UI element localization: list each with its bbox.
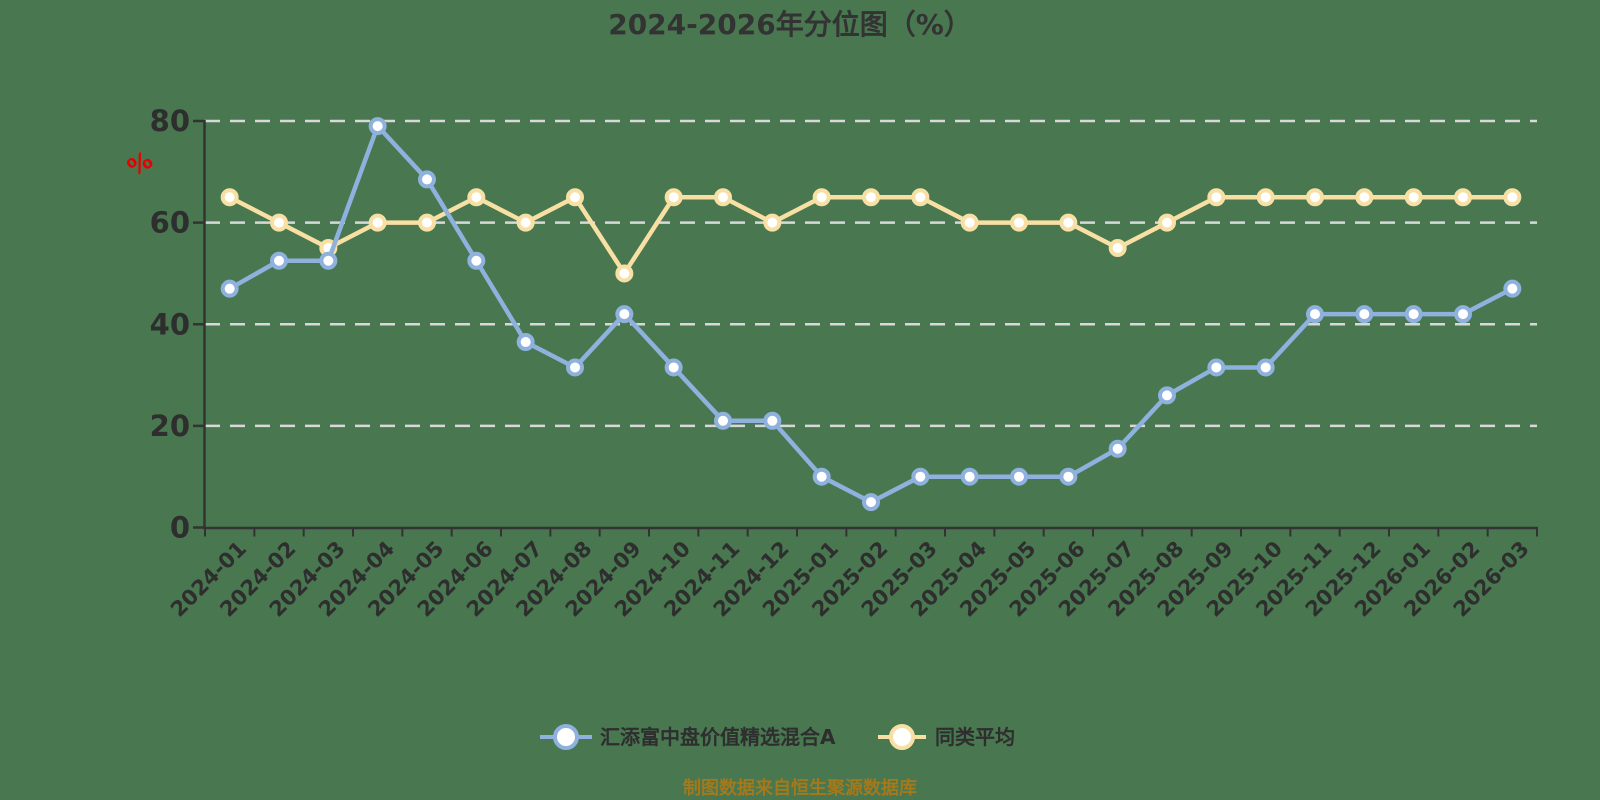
data-point-average[interactable] [1306, 188, 1324, 207]
data-point-fund[interactable] [862, 493, 880, 512]
data-point-fund[interactable] [319, 251, 338, 270]
data-point-average[interactable] [763, 213, 782, 232]
legend-label-fund: 汇添富中盘价值精选混合A [600, 725, 836, 749]
data-point-average[interactable] [1503, 188, 1522, 207]
legend-item-average[interactable]: 同类平均 [878, 724, 1015, 750]
data-point-average[interactable] [812, 188, 831, 207]
data-point-average[interactable] [1404, 188, 1423, 207]
legend-item-fund[interactable]: 汇添富中盘价值精选混合A [540, 724, 836, 750]
data-point-average[interactable] [1454, 188, 1472, 207]
data-point-fund[interactable] [270, 251, 288, 270]
series-layer [220, 117, 1522, 512]
data-point-fund[interactable] [467, 251, 486, 270]
y-axis-label: 20 [150, 409, 190, 443]
axes [193, 119, 1538, 537]
data-point-fund[interactable] [1108, 439, 1127, 458]
gridlines [205, 119, 1537, 428]
data-point-average[interactable] [270, 213, 288, 232]
data-point-average[interactable] [1256, 188, 1275, 207]
data-point-fund[interactable] [1404, 305, 1423, 324]
chart-title: 2024-2026年分位图（%） [608, 8, 972, 41]
data-point-fund[interactable] [1010, 467, 1028, 486]
y-axis-label: 80 [150, 104, 190, 138]
chart-legend: 汇添富中盘价值精选混合A 同类平均 [540, 724, 1015, 750]
data-point-average[interactable] [1010, 213, 1028, 232]
data-point-average[interactable] [1355, 188, 1374, 207]
data-point-fund[interactable] [418, 170, 436, 189]
data-point-fund[interactable] [1158, 386, 1176, 405]
legend-marker-circle [889, 724, 915, 750]
data-point-fund[interactable] [812, 467, 831, 486]
data-point-fund[interactable] [1059, 467, 1078, 486]
legend-marker-circle [553, 724, 579, 750]
data-point-fund[interactable] [911, 467, 930, 486]
data-point-fund[interactable] [664, 358, 683, 377]
data-point-fund[interactable] [615, 305, 634, 324]
data-point-average[interactable] [467, 188, 486, 207]
data-point-average[interactable] [664, 188, 683, 207]
data-point-average[interactable] [714, 188, 732, 207]
data-point-average[interactable] [368, 213, 387, 232]
data-point-fund[interactable] [566, 358, 584, 377]
data-point-average[interactable] [960, 213, 979, 232]
data-point-average[interactable] [516, 213, 535, 232]
data-point-average[interactable] [220, 188, 239, 207]
y-axis-label: 60 [150, 206, 190, 240]
data-point-fund[interactable] [1503, 279, 1522, 298]
data-point-fund[interactable] [516, 333, 535, 352]
data-point-average[interactable] [911, 188, 930, 207]
data-point-average[interactable] [418, 213, 436, 232]
data-point-fund[interactable] [960, 467, 979, 486]
data-point-average[interactable] [1108, 239, 1127, 258]
y-axis-label: 0 [170, 511, 190, 545]
y-axis-labels: 0 20 40 60 80 [150, 104, 190, 545]
data-point-average[interactable] [862, 188, 880, 207]
data-point-fund[interactable] [220, 279, 239, 298]
data-point-fund[interactable] [714, 411, 732, 430]
data-point-fund[interactable] [368, 117, 387, 136]
data-point-average[interactable] [566, 188, 584, 207]
data-point-average[interactable] [1158, 213, 1176, 232]
y-axis-label: 40 [150, 307, 190, 341]
legend-label-average: 同类平均 [935, 725, 1015, 749]
data-point-average[interactable] [1059, 213, 1078, 232]
data-point-fund[interactable] [763, 411, 782, 430]
data-point-fund[interactable] [1355, 305, 1374, 324]
data-point-average[interactable] [615, 264, 634, 283]
data-point-fund[interactable] [1207, 358, 1226, 377]
data-point-average[interactable] [1207, 188, 1226, 207]
source-note: 制图数据来自恒生聚源数据库 [683, 777, 917, 799]
data-point-fund[interactable] [1256, 358, 1275, 377]
data-point-fund[interactable] [1454, 305, 1472, 324]
data-point-fund[interactable] [1306, 305, 1324, 324]
